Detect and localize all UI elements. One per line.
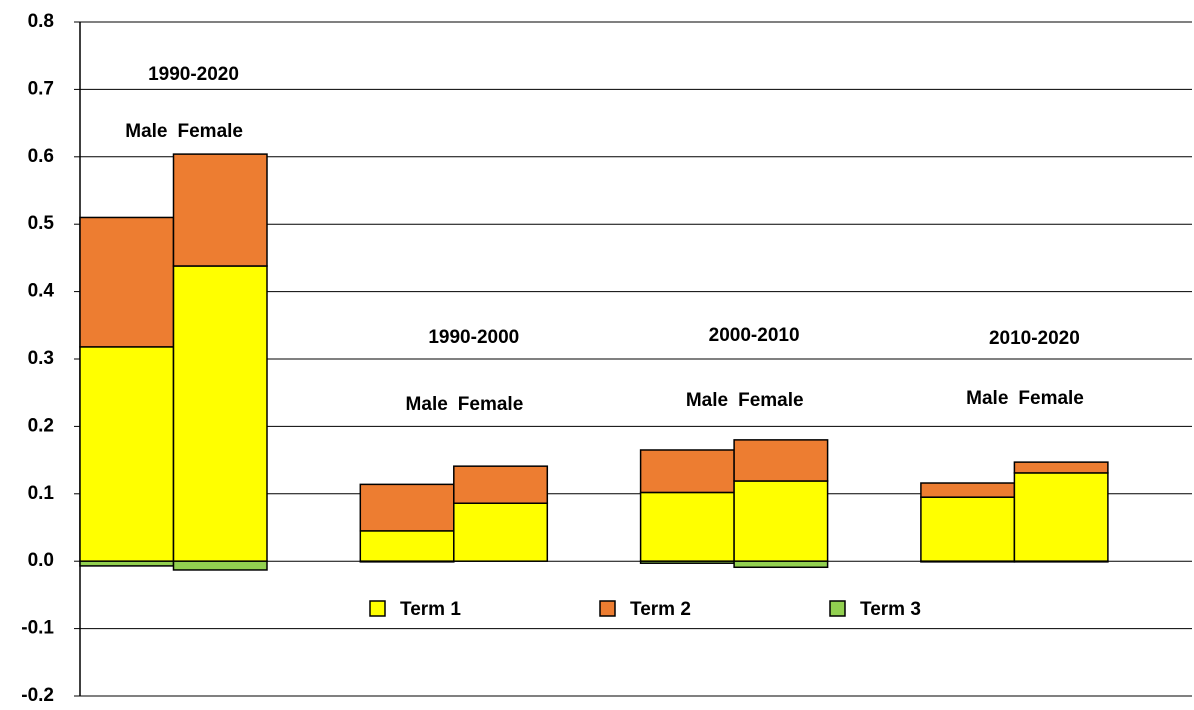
category-label: Male	[686, 390, 728, 411]
legend-label: Term 1	[400, 599, 461, 620]
bar-segment	[639, 560, 735, 564]
y-tick-label: 0.1	[28, 483, 55, 504]
y-tick-label: 0.7	[28, 78, 54, 99]
bar-segment	[79, 560, 175, 567]
y-tick-label: 0.8	[28, 11, 54, 32]
y-tick-label: 0.6	[28, 146, 54, 167]
category-label: Male	[966, 388, 1008, 409]
legend-swatch	[599, 600, 616, 617]
y-tick-label: 0.3	[28, 348, 54, 369]
legend-label: Term 2	[630, 599, 691, 620]
bar-segment	[359, 560, 455, 563]
bar-segment	[1013, 560, 1109, 563]
category-label: Male	[125, 121, 167, 142]
bar-segment	[359, 483, 455, 532]
legend-swatch	[829, 600, 846, 617]
y-tick-label: 0.5	[28, 213, 55, 234]
group-label: 2000-2010	[709, 325, 800, 346]
bar-segment	[79, 216, 175, 348]
group-label: 1990-2000	[428, 327, 519, 348]
y-tick-label: 0.4	[28, 281, 55, 302]
bar-segment	[920, 496, 1016, 562]
bar-segment	[453, 465, 549, 504]
group-label: 2010-2020	[989, 328, 1080, 349]
y-tick-label: -0.2	[21, 685, 54, 705]
bar-segment	[359, 530, 455, 562]
bar-segment	[733, 439, 829, 482]
bar-segment	[172, 560, 268, 571]
bar-segment	[733, 560, 829, 569]
bar-segment	[920, 482, 1016, 498]
bar-segment	[79, 346, 175, 562]
legend-label: Term 3	[860, 599, 921, 620]
bar-segment	[453, 502, 549, 562]
bar-segment	[172, 153, 268, 267]
bar-segment	[733, 480, 829, 562]
category-label: Male	[406, 394, 448, 415]
bar-segment	[639, 449, 735, 494]
category-label: Female	[738, 390, 803, 411]
category-label: Female	[178, 121, 243, 142]
y-tick-label: -0.1	[21, 618, 54, 639]
bar-segment	[1013, 461, 1109, 474]
category-label: Female	[1018, 388, 1083, 409]
bar-segment	[172, 265, 268, 562]
category-label: Female	[458, 394, 523, 415]
y-tick-label: 0.2	[28, 415, 54, 436]
legend-swatch	[369, 600, 386, 617]
y-tick-label: 0.0	[28, 550, 54, 571]
bar-segment	[1013, 472, 1109, 562]
bar-segment	[920, 560, 1016, 563]
group-label: 1990-2020	[148, 64, 239, 85]
bar-segment	[639, 491, 735, 562]
